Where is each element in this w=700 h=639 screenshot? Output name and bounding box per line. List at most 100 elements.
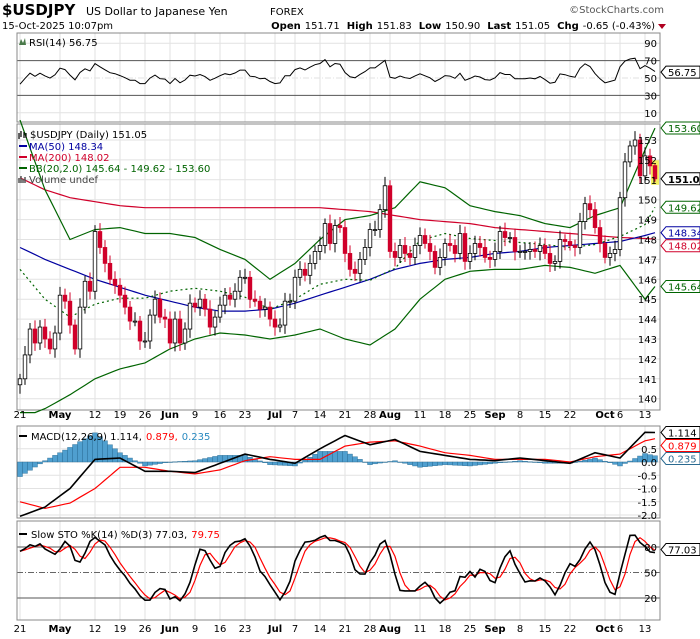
date-label: 26	[139, 410, 152, 421]
candle	[157, 292, 163, 324]
macd-histogram-bar	[617, 461, 623, 467]
sto-k-line	[19, 534, 656, 605]
candle-body	[97, 231, 103, 248]
date-label: 18	[439, 410, 452, 421]
candle-body	[192, 302, 198, 308]
candle-body	[607, 253, 613, 258]
candle-body	[107, 262, 113, 280]
macd-histogram-bar	[477, 461, 483, 466]
ma50-swatch	[19, 145, 27, 147]
date-label: 25	[464, 410, 477, 421]
candle-body	[222, 294, 228, 306]
candle-body	[582, 203, 588, 222]
candle	[537, 237, 543, 261]
price-tick-label: 145	[638, 295, 657, 306]
value-tag: 148.34	[660, 226, 700, 240]
candle-body	[27, 328, 33, 356]
macd-histogram-bar	[67, 447, 73, 463]
chg-label: Chg	[557, 21, 579, 32]
candle	[512, 228, 518, 261]
value-tag: 148.02	[660, 239, 700, 253]
candle-body	[397, 245, 403, 258]
down-arrow-icon	[658, 24, 666, 29]
ma50-legend: MA(50) 148.34	[29, 142, 103, 153]
candle	[172, 311, 178, 352]
stod-value: 79.75	[191, 530, 220, 541]
sto-tick-label: 20	[644, 594, 657, 605]
date-label: 13	[639, 410, 652, 421]
candle-body	[92, 231, 98, 292]
date-label: 28	[364, 410, 377, 421]
candle-body	[67, 300, 73, 326]
candle	[617, 191, 623, 257]
candle	[457, 224, 463, 260]
value-tag: 0.879	[660, 438, 700, 452]
date-label: Jul	[267, 624, 282, 635]
candle-body	[202, 298, 208, 310]
macd-histogram-bar	[52, 455, 58, 463]
macd-histogram-bar	[132, 460, 138, 463]
candle	[282, 292, 288, 334]
price-tick-label: 150	[638, 196, 657, 207]
macd-histogram-bar	[607, 461, 613, 463]
candle	[262, 298, 268, 317]
chg-value: -0.65 (-0.43%)	[583, 21, 655, 32]
price-tick-label: 146	[638, 275, 657, 286]
candle-body	[627, 145, 633, 163]
candle	[372, 220, 378, 236]
date-label: 11	[414, 624, 427, 635]
candle-body	[347, 253, 353, 270]
candle-body	[442, 243, 448, 258]
candle-body	[182, 328, 188, 344]
panel-rsi	[16, 32, 661, 123]
candle-body	[382, 185, 388, 211]
candle-body	[387, 185, 393, 252]
candle-body	[187, 302, 193, 330]
price-legend: $USDJPY (Daily) 151.05 MA(50) 148.34 MA(…	[18, 130, 210, 186]
candle-body	[272, 318, 278, 328]
candle	[272, 310, 278, 336]
candle-body	[437, 257, 443, 268]
candle-body	[542, 245, 548, 254]
value-tag-box	[660, 543, 700, 557]
sto-legend: Slow STO %K(14) %D(3) 77.03, 79.75	[19, 530, 220, 541]
panels	[16, 32, 661, 621]
candle	[92, 225, 98, 300]
candle	[342, 220, 348, 263]
candle-body	[587, 203, 593, 211]
chart-header: $USDJPY US Dollar to Japanese Yen FOREX …	[2, 1, 666, 32]
candle	[142, 332, 148, 348]
date-label: 28	[364, 624, 377, 635]
candle-body	[62, 294, 68, 302]
candle	[137, 315, 143, 350]
macd-histogram-bar	[302, 459, 308, 463]
macd-histogram-bar	[212, 456, 218, 463]
sto-legend-text: Slow STO %K(14) %D(3) 77.03, 79.75	[31, 530, 220, 541]
bb-upper-line	[19, 119, 656, 281]
value-tag: 1.114	[660, 425, 700, 439]
rsi-legend-text: RSI(14) 56.75	[29, 38, 98, 49]
macd-histogram-bar	[22, 461, 28, 474]
value-tag-box	[660, 200, 700, 214]
candle-body	[312, 251, 318, 264]
candle	[42, 318, 48, 348]
candle	[587, 195, 593, 219]
candle-body	[452, 245, 458, 254]
sto-swatch	[19, 533, 27, 535]
candle-body	[87, 280, 93, 292]
macd-histogram-bar	[512, 461, 518, 463]
macd-histogram-bar	[417, 461, 423, 468]
candle-body	[327, 223, 333, 244]
candle-body	[597, 227, 603, 244]
candle-body	[352, 268, 358, 274]
macd-histogram-bar	[397, 461, 403, 463]
candle	[637, 133, 643, 184]
macd-histogram-bar	[627, 460, 633, 463]
value-tag: 0.235	[660, 451, 700, 465]
candle	[152, 290, 158, 324]
open-value: 151.71	[305, 21, 340, 32]
macd-histogram-bar	[542, 461, 548, 464]
candle-body	[207, 308, 213, 328]
macd-histogram-bar	[412, 461, 418, 467]
candle	[552, 255, 558, 271]
